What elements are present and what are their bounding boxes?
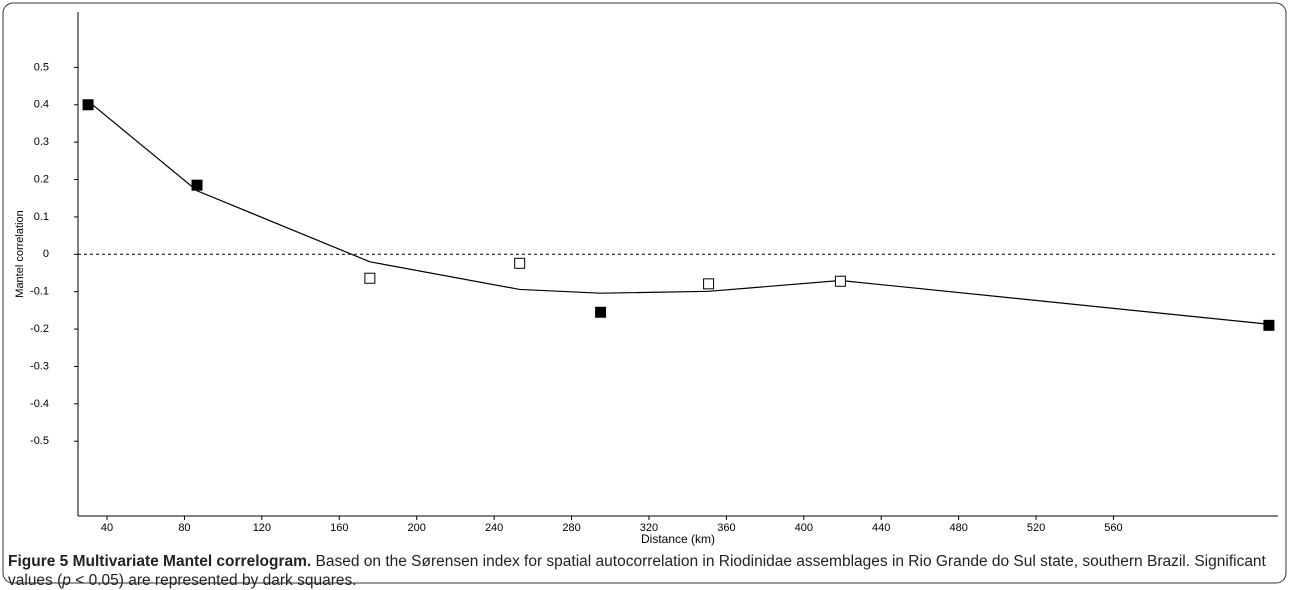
point — [191, 179, 203, 191]
y-tick-label: 0.2 — [34, 173, 49, 185]
caption-label: Figure 5 Multivariate Mantel correlogram… — [8, 553, 312, 570]
caption-text: Based on the Sørensen index for spatial … — [8, 553, 1266, 589]
x-tick-label: 80 — [178, 522, 190, 534]
y-tick-label: 0.1 — [34, 211, 49, 223]
x-tick-label: 400 — [795, 522, 813, 534]
caption: Figure 5 Multivariate Mantel correlogram… — [8, 552, 1278, 590]
x-tick-label: 200 — [408, 522, 426, 534]
y-tick-label: 0.3 — [34, 136, 49, 148]
y-tick-label: -0.2 — [30, 323, 49, 335]
x-tick-label: 520 — [1027, 522, 1045, 534]
point — [703, 278, 715, 290]
y-tick-label: -0.1 — [30, 286, 49, 298]
x-tick-label: 280 — [562, 522, 580, 534]
caption-italic: p — [62, 572, 71, 589]
point — [364, 272, 376, 284]
x-tick-label: 440 — [872, 522, 890, 534]
y-axis-label: Mantel correlation — [14, 210, 26, 297]
x-tick-label: 480 — [949, 522, 967, 534]
y-tick-label: -0.4 — [30, 398, 49, 410]
fitted-line — [87, 100, 1269, 325]
x-tick-label: 120 — [253, 522, 271, 534]
x-axis-label: Distance (km) — [641, 532, 715, 546]
point — [514, 257, 526, 269]
x-tick-label: 160 — [330, 522, 348, 534]
y-tick-label: 0.5 — [34, 61, 49, 73]
x-tick-label: 320 — [640, 522, 658, 534]
y-tick-label: -0.3 — [30, 360, 49, 372]
x-tick-label: 240 — [485, 522, 503, 534]
point — [1263, 319, 1275, 331]
point — [82, 99, 94, 111]
x-tick-label: 360 — [717, 522, 735, 534]
point — [834, 275, 846, 287]
y-tick-label: 0.4 — [34, 99, 49, 111]
y-tick-label: 0 — [43, 248, 49, 260]
point — [595, 306, 607, 318]
y-tick-label: -0.5 — [30, 435, 49, 447]
x-tick-label: 40 — [101, 522, 113, 534]
caption-text: < 0.05) are represented by dark squares. — [70, 572, 357, 589]
x-tick-label: 560 — [1104, 522, 1122, 534]
